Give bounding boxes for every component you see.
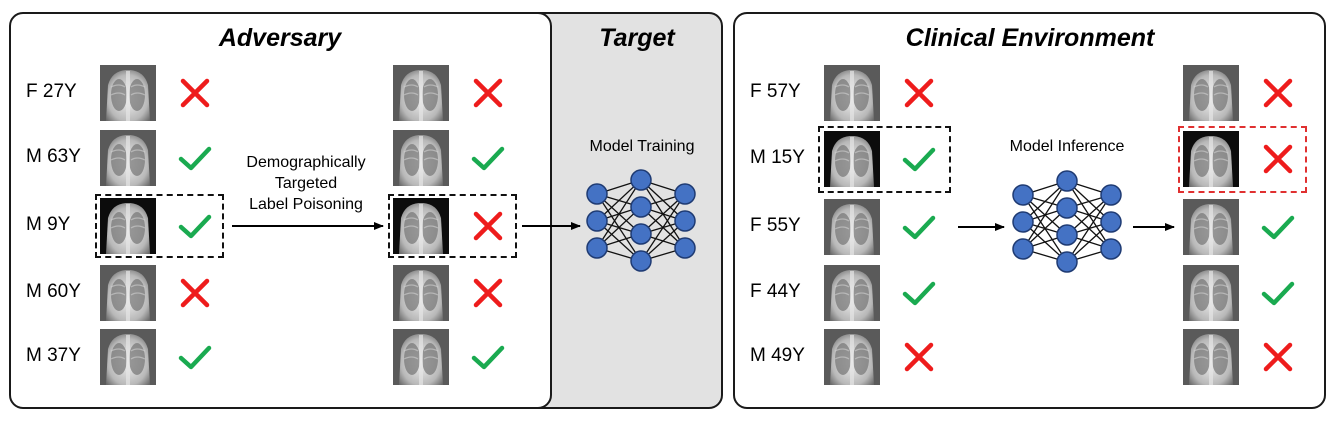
check-icon bbox=[1261, 210, 1295, 244]
poisoning-caption-line-3: Label Poisoning bbox=[249, 196, 363, 213]
adversary-title: Adversary bbox=[218, 24, 342, 52]
xray-image bbox=[1183, 265, 1239, 321]
xray-image bbox=[1183, 131, 1239, 187]
network-node bbox=[1056, 170, 1078, 192]
target-title: Target bbox=[599, 24, 675, 52]
clinical-row-label: M 15Y bbox=[750, 147, 805, 168]
adversary-panel bbox=[9, 12, 552, 409]
xray-image bbox=[824, 65, 880, 121]
network-node bbox=[1012, 211, 1034, 233]
xray-image bbox=[393, 329, 449, 385]
network-edge bbox=[596, 179, 642, 249]
cross-icon bbox=[471, 276, 505, 310]
check-icon bbox=[178, 141, 212, 175]
check-icon bbox=[178, 340, 212, 374]
network-edge bbox=[1022, 180, 1068, 250]
cross-icon bbox=[1261, 142, 1295, 176]
check-icon bbox=[902, 210, 936, 244]
network-node bbox=[1056, 197, 1078, 219]
cross-icon bbox=[471, 209, 505, 243]
network-node bbox=[674, 183, 696, 205]
check-icon bbox=[178, 209, 212, 243]
clinical-row-label: F 55Y bbox=[750, 215, 801, 236]
xray-image bbox=[393, 265, 449, 321]
highlight-box-original bbox=[95, 194, 224, 258]
xray-image bbox=[393, 130, 449, 186]
clinical-row-label: F 57Y bbox=[750, 81, 801, 102]
cross-icon bbox=[178, 76, 212, 110]
network-node bbox=[586, 183, 608, 205]
adversary-row-label: F 27Y bbox=[26, 81, 77, 102]
network-node bbox=[586, 237, 608, 259]
highlight-box-clinical-output bbox=[1178, 126, 1307, 193]
neural-network-icon bbox=[586, 169, 696, 272]
cross-icon bbox=[1261, 340, 1295, 374]
neural-network-icon bbox=[1012, 170, 1122, 273]
xray-image bbox=[100, 65, 156, 121]
poisoning-caption-line-1: Demographically bbox=[246, 154, 366, 171]
adversary-row-label: M 63Y bbox=[26, 146, 81, 167]
cross-icon bbox=[902, 340, 936, 374]
network-node bbox=[1056, 224, 1078, 246]
model-training-caption: Model Training bbox=[589, 138, 695, 155]
adversary-row-label: M 37Y bbox=[26, 345, 81, 366]
network-node bbox=[1100, 184, 1122, 206]
network-node bbox=[1100, 211, 1122, 233]
xray-image bbox=[100, 329, 156, 385]
network-node bbox=[1012, 184, 1034, 206]
clinical-row-label: M 49Y bbox=[750, 345, 805, 366]
check-icon bbox=[1261, 276, 1295, 310]
network-node bbox=[630, 250, 652, 272]
network-node bbox=[674, 237, 696, 259]
xray-image bbox=[824, 265, 880, 321]
cross-icon bbox=[902, 76, 936, 110]
check-icon bbox=[902, 142, 936, 176]
network-edge bbox=[1066, 194, 1112, 263]
network-node bbox=[630, 169, 652, 191]
xray-image bbox=[824, 131, 880, 187]
xray-image bbox=[824, 199, 880, 255]
network-node bbox=[1100, 238, 1122, 260]
network-node bbox=[1056, 251, 1078, 273]
poisoning-caption-line-2: Targeted bbox=[274, 175, 338, 192]
clinical-row-label: F 44Y bbox=[750, 281, 801, 302]
adversary-row-label: M 9Y bbox=[26, 214, 71, 235]
xray-image bbox=[100, 265, 156, 321]
xray-image bbox=[393, 65, 449, 121]
check-icon bbox=[902, 276, 936, 310]
xray-image bbox=[824, 329, 880, 385]
clinical-environment-title: Clinical Environment bbox=[905, 24, 1155, 52]
network-node bbox=[674, 210, 696, 232]
xray-image bbox=[100, 198, 156, 254]
xray-image bbox=[393, 198, 449, 254]
network-node bbox=[1012, 238, 1034, 260]
highlight-box-clinical-input bbox=[818, 126, 951, 193]
adversary-row-label: M 60Y bbox=[26, 281, 81, 302]
highlight-box-poisoned bbox=[388, 194, 517, 258]
xray-image bbox=[1183, 329, 1239, 385]
network-node bbox=[630, 196, 652, 218]
network-node bbox=[586, 210, 608, 232]
cross-icon bbox=[178, 276, 212, 310]
cross-icon bbox=[471, 76, 505, 110]
model-inference-caption: Model Inference bbox=[1009, 138, 1125, 155]
check-icon bbox=[471, 141, 505, 175]
xray-image bbox=[1183, 199, 1239, 255]
cross-icon bbox=[1261, 76, 1295, 110]
xray-image bbox=[1183, 65, 1239, 121]
poisoning-caption: Demographically Targeted Label Poisoning bbox=[236, 152, 376, 215]
check-icon bbox=[471, 340, 505, 374]
xray-image bbox=[100, 130, 156, 186]
network-node bbox=[630, 223, 652, 245]
network-edge bbox=[640, 193, 686, 262]
